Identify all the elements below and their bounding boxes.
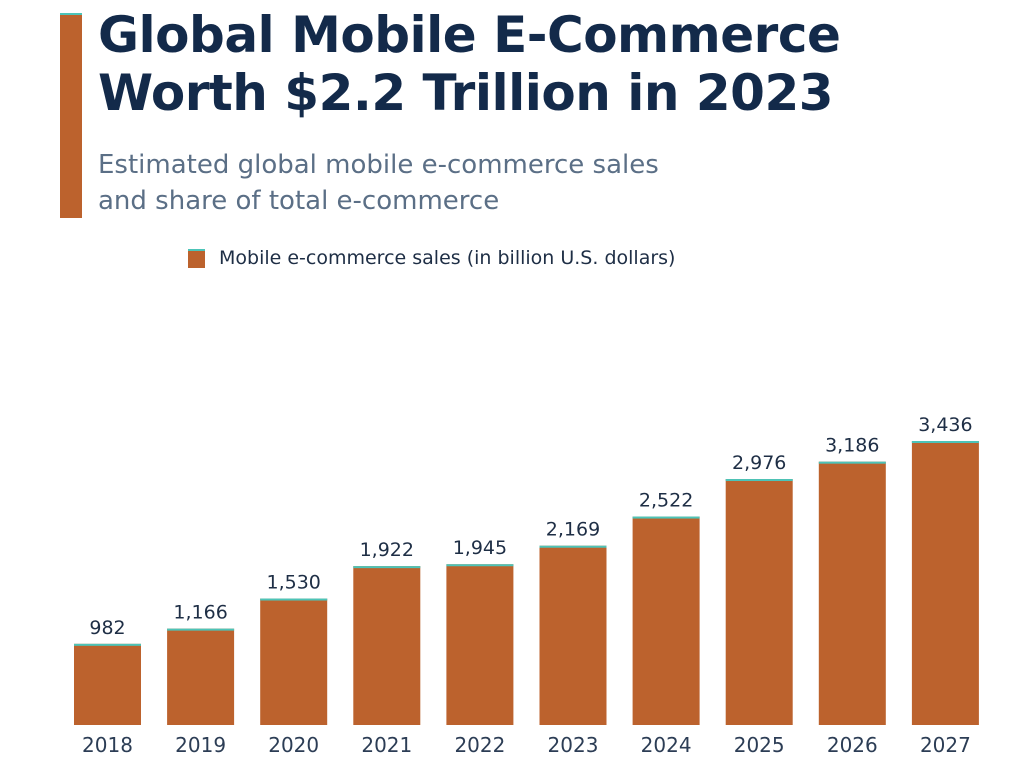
x-tick-label: 2022 bbox=[454, 733, 505, 757]
bar-top-line bbox=[911, 441, 979, 443]
data-label: 2,169 bbox=[546, 519, 600, 541]
bar-top-line bbox=[632, 516, 700, 519]
data-label: 3,436 bbox=[918, 414, 972, 436]
title-line-2: Worth $2.2 Trillion in 2023 bbox=[98, 64, 834, 122]
bar-2021 bbox=[353, 566, 421, 725]
data-label: 2,976 bbox=[732, 452, 786, 474]
data-label: 1,945 bbox=[453, 537, 507, 559]
bar-2019 bbox=[167, 628, 235, 725]
x-tick-label: 2020 bbox=[268, 733, 319, 757]
data-label: 1,530 bbox=[266, 572, 320, 594]
bar-top-line bbox=[539, 545, 607, 548]
bar-top-line bbox=[353, 566, 421, 569]
bar-2026 bbox=[818, 461, 886, 725]
bar-2024 bbox=[632, 516, 700, 725]
x-tick-label: 2025 bbox=[734, 733, 785, 757]
bar-2027 bbox=[911, 441, 979, 725]
x-tick-label: 2026 bbox=[827, 733, 878, 757]
bar-2018 bbox=[74, 643, 141, 725]
bar-top-line bbox=[818, 461, 886, 464]
bar-2025 bbox=[725, 479, 793, 725]
data-label: 982 bbox=[89, 617, 125, 639]
data-label: 1,166 bbox=[173, 602, 227, 624]
legend: Mobile e-commerce sales (in billion U.S.… bbox=[188, 247, 675, 269]
bar-2022 bbox=[446, 564, 514, 725]
bar-top-line bbox=[446, 564, 514, 567]
x-tick-label: 2027 bbox=[920, 733, 971, 757]
bar-top-line bbox=[725, 479, 793, 482]
chart-subtitle: Estimated global mobile e-commerce sales… bbox=[98, 147, 659, 219]
x-tick-label: 2023 bbox=[548, 733, 599, 757]
bar-top-line bbox=[74, 643, 141, 646]
data-label: 3,186 bbox=[825, 435, 879, 457]
x-tick-label: 2019 bbox=[175, 733, 226, 757]
bar-top-line bbox=[260, 598, 328, 601]
data-label: 1,922 bbox=[360, 539, 414, 561]
bar-2020 bbox=[260, 598, 328, 725]
x-tick-label: 2021 bbox=[361, 733, 412, 757]
x-tick-label: 2018 bbox=[82, 733, 133, 757]
subtitle-line-2: and share of total e-commerce bbox=[98, 186, 500, 216]
x-tick-label: 2024 bbox=[641, 733, 692, 757]
chart-title: Global Mobile E-Commerce Worth $2.2 Tril… bbox=[98, 6, 841, 122]
bar-top-line bbox=[167, 628, 235, 631]
bar-2023 bbox=[539, 545, 607, 725]
title-line-1: Global Mobile E-Commerce bbox=[98, 6, 841, 64]
legend-label: Mobile e-commerce sales (in billion U.S.… bbox=[219, 247, 676, 269]
title-accent-bar bbox=[60, 13, 82, 218]
legend-swatch bbox=[188, 248, 205, 268]
data-label: 2,522 bbox=[639, 490, 693, 512]
subtitle-line-1: Estimated global mobile e-commerce sales bbox=[98, 150, 659, 180]
